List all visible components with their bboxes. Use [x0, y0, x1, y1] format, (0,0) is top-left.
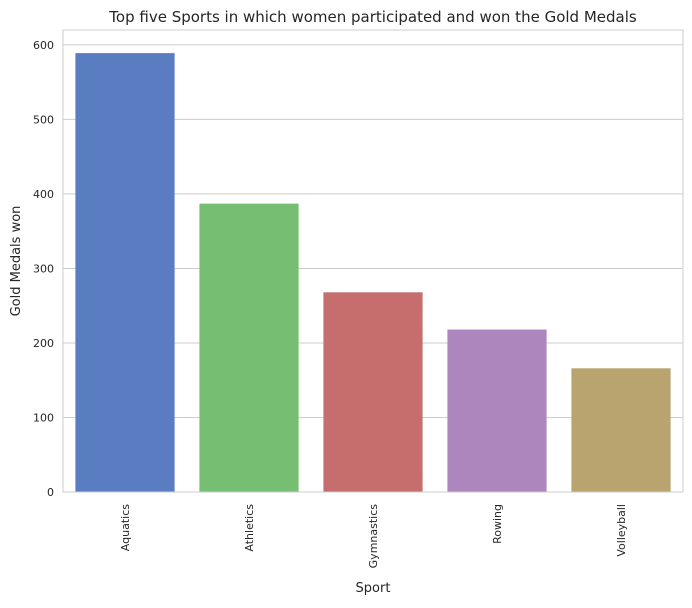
bar-gymnastics: [323, 292, 423, 492]
x-axis-label: Sport: [356, 581, 391, 596]
y-tick-labels: 0 100 200 300 400 500 600: [33, 39, 54, 499]
y-tick-label: 0: [47, 486, 54, 499]
bars: [75, 53, 671, 493]
y-tick-label: 500: [33, 113, 54, 126]
x-tick-label: Athletics: [243, 504, 256, 552]
y-tick-label: 200: [33, 337, 54, 350]
bar-aquatics: [75, 53, 175, 492]
x-tick-labels: Aquatics Athletics Gymnastics Rowing Volleyb…: [119, 504, 628, 569]
plot-border: [62, 29, 684, 493]
y-tick-label: 100: [33, 411, 54, 424]
plot-frame: [62, 29, 684, 493]
y-axis-label: Gold Medals won: [9, 206, 24, 317]
x-tick-label: Volleyball: [615, 504, 628, 557]
bar-rowing: [447, 329, 547, 492]
x-tick-label: Aquatics: [119, 504, 132, 551]
y-tick-label: 400: [33, 188, 54, 201]
bar-volleyball: [571, 368, 671, 492]
y-tick-label: 600: [33, 39, 54, 52]
chart-title: Top five Sports in which women participa…: [108, 8, 637, 26]
y-tick-label: 300: [33, 262, 54, 275]
x-tick-label: Rowing: [491, 504, 504, 544]
bar-athletics: [199, 203, 299, 493]
x-tick-label: Gymnastics: [367, 504, 380, 569]
